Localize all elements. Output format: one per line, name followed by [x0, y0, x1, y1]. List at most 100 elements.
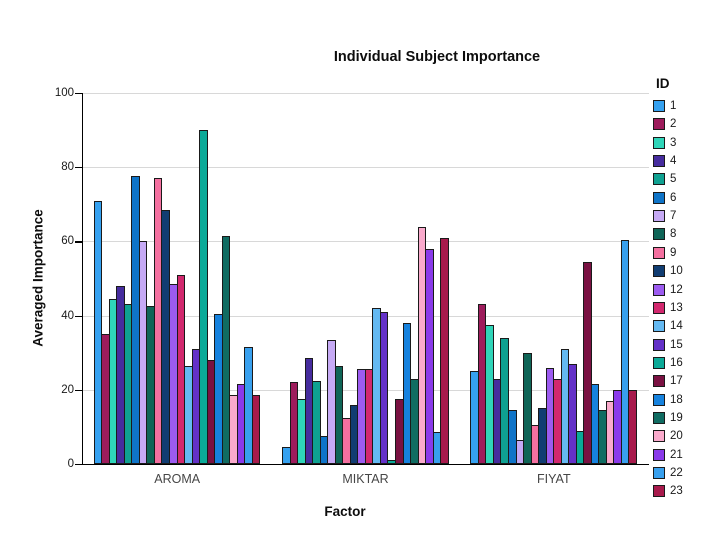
bar-aroma-id23: [251, 395, 261, 464]
legend-swatch-7: [653, 210, 665, 223]
legend-swatch-16: [653, 356, 665, 369]
y-tick-mark-60: [75, 241, 82, 243]
legend-swatch-4: [653, 155, 665, 168]
legend-swatch-17: [653, 375, 665, 388]
gridline-100: [83, 93, 649, 94]
legend-item-3: 3: [653, 134, 676, 152]
y-tick-label-80: 80: [61, 161, 74, 174]
category-label-aroma: AROMA: [154, 472, 201, 486]
legend: 1 2 3 4 5 6 7 8 9 10 12 13 14 15 16 17 18 19 20 21 22 23: [653, 97, 705, 517]
legend-swatch-20: [653, 430, 665, 443]
y-tick-mark-80: [75, 167, 82, 169]
y-tick-label-40: 40: [61, 309, 74, 322]
legend-item-label: 19: [670, 411, 683, 424]
bar-fiyat-id8: [523, 352, 532, 464]
legend-item-label: 5: [670, 173, 677, 186]
legend-item-label: 8: [670, 228, 677, 241]
x-axis-label: Factor: [324, 504, 366, 519]
category-label-fiyat: FIYAT: [537, 472, 571, 486]
bar-miktar-id21: [425, 248, 434, 464]
legend-swatch-14: [653, 320, 665, 333]
legend-item-13: 13: [653, 299, 683, 317]
y-tick-mark-40: [75, 315, 82, 317]
legend-swatch-15: [653, 338, 665, 351]
gridline-60: [83, 241, 649, 243]
gridline-40: [83, 315, 649, 317]
legend-item-18: 18: [653, 391, 683, 409]
bar-cluster-aroma: [93, 130, 261, 464]
y-tick-label-20: 20: [61, 383, 74, 396]
legend-swatch-13: [653, 301, 665, 314]
bar-fiyat-id15: [568, 363, 577, 464]
y-tick-label-100: 100: [54, 87, 74, 99]
legend-item-22: 22: [653, 464, 683, 482]
bar-miktar-id15: [379, 311, 389, 464]
legend-item-label: 20: [670, 430, 683, 443]
legend-item-9: 9: [653, 244, 676, 262]
legend-item-label: 6: [670, 191, 677, 204]
legend-swatch-9: [653, 246, 665, 259]
bar-miktar-id5: [312, 380, 321, 464]
legend-item-21: 21: [653, 446, 683, 464]
legend-item-label: 17: [670, 375, 683, 388]
legend-item-label: 15: [670, 338, 683, 351]
legend-item-10: 10: [653, 262, 683, 280]
legend-item-label: 3: [670, 136, 677, 149]
legend-item-label: 16: [670, 356, 683, 369]
legend-swatch-3: [653, 136, 665, 149]
y-axis-label: Averaged Importance: [30, 209, 46, 347]
legend-item-label: 13: [670, 301, 683, 314]
legend-item-20: 20: [653, 427, 683, 445]
legend-swatch-23: [653, 485, 665, 498]
bar-cluster-miktar: [282, 226, 449, 464]
legend-swatch-22: [653, 467, 665, 479]
bar-aroma-id1: [93, 200, 103, 464]
bar-aroma-id19: [221, 235, 231, 464]
legend-swatch-21: [653, 448, 665, 461]
legend-item-2: 2: [653, 115, 676, 133]
legend-item-label: 4: [670, 155, 677, 168]
legend-item-19: 19: [653, 409, 683, 427]
y-tick-mark-20: [75, 389, 82, 392]
legend-title: ID: [656, 76, 670, 91]
legend-item-label: 21: [670, 448, 683, 461]
legend-item-1: 1: [653, 97, 676, 115]
bar-miktar-id8: [334, 365, 344, 464]
y-tick-label-60: 60: [61, 235, 74, 248]
legend-item-label: 23: [670, 485, 683, 498]
legend-item-15: 15: [653, 336, 683, 354]
bar-aroma-id16: [199, 130, 208, 464]
legend-item-17: 17: [653, 372, 683, 390]
bar-fiyat-id22: [620, 239, 630, 464]
bar-cluster-fiyat: [470, 239, 638, 464]
legend-swatch-1: [653, 100, 665, 112]
category-label-miktar: MIKTAR: [342, 472, 389, 486]
bar-fiyat-id5: [500, 337, 509, 464]
legend-item-23: 23: [653, 482, 683, 500]
legend-swatch-6: [653, 191, 665, 204]
legend-item-label: 12: [670, 283, 683, 296]
bar-fiyat-id17: [583, 261, 592, 464]
legend-item-14: 14: [653, 317, 683, 335]
legend-item-label: 14: [670, 320, 683, 333]
y-tick-label-0: 0: [67, 458, 74, 470]
bar-miktar-id23: [440, 237, 449, 464]
legend-swatch-10: [653, 265, 665, 278]
legend-item-6: 6: [653, 189, 676, 207]
legend-swatch-2: [653, 118, 665, 131]
legend-item-label: 9: [670, 246, 677, 259]
legend-swatch-18: [653, 393, 665, 406]
legend-swatch-12: [653, 283, 665, 296]
bar-fiyat-id6: [507, 410, 517, 464]
gridline-80: [83, 167, 649, 169]
chart-title: Individual Subject Importance: [333, 49, 541, 65]
legend-swatch-8: [653, 228, 665, 241]
legend-item-12: 12: [653, 281, 683, 299]
y-tick-mark-0: [75, 464, 82, 466]
legend-item-label: 2: [670, 118, 677, 131]
legend-item-label: 22: [670, 467, 683, 479]
legend-item-8: 8: [653, 225, 676, 243]
legend-item-16: 16: [653, 354, 683, 372]
legend-item-4: 4: [653, 152, 676, 170]
